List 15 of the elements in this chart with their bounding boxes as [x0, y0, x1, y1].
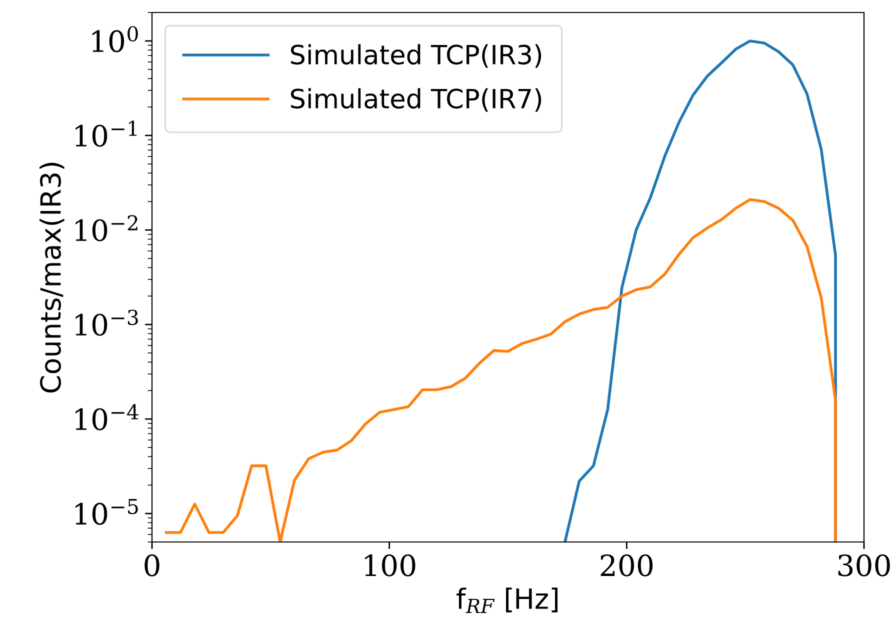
y-tick-label: 10$^{−2}$ [76, 215, 138, 242]
y-tick-label: 10$^{−4}$ [76, 404, 138, 430]
line-series [164, 198, 837, 542]
x-axis-title: f$_{RF}$ [Hz] [456, 588, 558, 614]
y-axis-title: Counts/max(IR3) [40, 162, 64, 393]
legend-label: Simulated TCP(IR3) [290, 44, 542, 68]
y-tick-label: 10$^{−1}$ [76, 120, 137, 147]
x-tick-label: 100 [365, 554, 416, 576]
y-tick-label: 10$^{−3}$ [76, 310, 138, 336]
y-tick-label: 10$^{−5}$ [76, 498, 138, 525]
legend-label: Simulated TCP(IR7) [290, 88, 542, 112]
x-tick-label: 300 [838, 554, 890, 576]
x-tick-label: 0 [144, 554, 160, 576]
y-tick-label: 10$^{0}$ [92, 26, 138, 52]
x-tick-label: 200 [600, 554, 653, 576]
